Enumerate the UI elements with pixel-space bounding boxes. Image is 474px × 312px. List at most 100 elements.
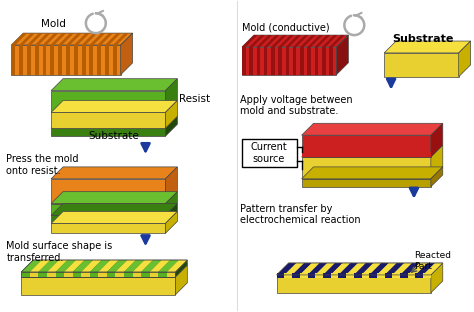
- Polygon shape: [308, 263, 327, 275]
- Polygon shape: [58, 45, 62, 75]
- Polygon shape: [431, 263, 443, 293]
- Text: Pattern transfer by
electrochemical reaction: Pattern transfer by electrochemical reac…: [240, 203, 361, 225]
- Polygon shape: [150, 260, 170, 272]
- Polygon shape: [51, 90, 165, 112]
- Polygon shape: [301, 179, 431, 187]
- Polygon shape: [90, 260, 110, 272]
- Text: Press the mold
onto resist.: Press the mold onto resist.: [6, 154, 79, 176]
- Text: Substrate: Substrate: [89, 131, 139, 141]
- Polygon shape: [105, 33, 121, 45]
- Polygon shape: [300, 263, 319, 275]
- Polygon shape: [124, 260, 145, 272]
- Polygon shape: [90, 33, 105, 45]
- Polygon shape: [141, 260, 162, 272]
- Polygon shape: [165, 212, 177, 233]
- Polygon shape: [242, 47, 337, 75]
- Polygon shape: [369, 263, 389, 275]
- Polygon shape: [81, 260, 102, 272]
- Text: Mold surface shape is
transferred.: Mold surface shape is transferred.: [6, 241, 113, 263]
- Polygon shape: [175, 265, 187, 295]
- Polygon shape: [331, 273, 338, 278]
- Polygon shape: [50, 45, 55, 75]
- Polygon shape: [51, 128, 165, 136]
- Polygon shape: [55, 260, 76, 272]
- Polygon shape: [30, 260, 50, 272]
- Polygon shape: [331, 263, 350, 275]
- Polygon shape: [301, 152, 431, 157]
- Polygon shape: [278, 35, 294, 47]
- Polygon shape: [264, 47, 267, 75]
- Polygon shape: [249, 47, 253, 75]
- Polygon shape: [384, 41, 471, 53]
- Polygon shape: [38, 272, 47, 277]
- Polygon shape: [55, 272, 64, 277]
- Polygon shape: [307, 47, 311, 75]
- Polygon shape: [150, 272, 158, 277]
- Polygon shape: [11, 33, 27, 45]
- Polygon shape: [21, 260, 42, 272]
- Polygon shape: [338, 263, 358, 275]
- Polygon shape: [400, 273, 408, 278]
- Polygon shape: [392, 263, 412, 275]
- Polygon shape: [43, 33, 58, 45]
- Polygon shape: [284, 263, 304, 275]
- Polygon shape: [292, 273, 300, 278]
- Polygon shape: [354, 263, 374, 275]
- Polygon shape: [277, 275, 431, 293]
- Polygon shape: [133, 260, 153, 272]
- Polygon shape: [315, 47, 318, 75]
- Polygon shape: [124, 272, 133, 277]
- Polygon shape: [51, 216, 165, 223]
- Polygon shape: [431, 167, 443, 187]
- Polygon shape: [308, 273, 315, 278]
- Polygon shape: [337, 35, 348, 75]
- Polygon shape: [133, 272, 141, 277]
- Polygon shape: [285, 47, 289, 75]
- Polygon shape: [338, 273, 346, 278]
- Polygon shape: [322, 47, 326, 75]
- Polygon shape: [431, 123, 443, 157]
- Polygon shape: [315, 273, 323, 278]
- Polygon shape: [11, 45, 121, 75]
- Text: Mold (conductive): Mold (conductive): [242, 22, 329, 32]
- Polygon shape: [301, 123, 443, 135]
- Polygon shape: [293, 35, 309, 47]
- Polygon shape: [116, 272, 124, 277]
- Polygon shape: [165, 79, 177, 112]
- Text: Current
source: Current source: [250, 142, 287, 164]
- Text: Resist: Resist: [179, 94, 210, 104]
- Polygon shape: [315, 263, 335, 275]
- Polygon shape: [256, 35, 272, 47]
- Polygon shape: [408, 263, 428, 275]
- Polygon shape: [329, 35, 345, 47]
- Text: Mold: Mold: [41, 19, 66, 29]
- Polygon shape: [284, 273, 292, 278]
- Polygon shape: [300, 35, 316, 47]
- Polygon shape: [98, 272, 107, 277]
- Polygon shape: [66, 45, 70, 75]
- Polygon shape: [175, 260, 187, 277]
- Polygon shape: [301, 167, 443, 179]
- Polygon shape: [90, 45, 93, 75]
- Polygon shape: [165, 116, 177, 136]
- Polygon shape: [51, 212, 177, 223]
- Polygon shape: [107, 260, 128, 272]
- Polygon shape: [116, 260, 136, 272]
- Polygon shape: [51, 116, 177, 128]
- Text: Reacted
Part: Reacted Part: [414, 251, 451, 271]
- Polygon shape: [167, 260, 187, 272]
- Polygon shape: [90, 272, 98, 277]
- Polygon shape: [11, 45, 15, 75]
- Polygon shape: [293, 47, 296, 75]
- Polygon shape: [21, 265, 187, 277]
- Polygon shape: [242, 35, 257, 47]
- Polygon shape: [27, 33, 43, 45]
- Polygon shape: [21, 272, 30, 277]
- Polygon shape: [459, 41, 471, 77]
- Polygon shape: [27, 45, 31, 75]
- Polygon shape: [51, 79, 177, 90]
- Text: Apply voltage between
mold and substrate.: Apply voltage between mold and substrate…: [240, 95, 353, 116]
- Polygon shape: [64, 272, 73, 277]
- Polygon shape: [141, 272, 150, 277]
- Polygon shape: [277, 273, 284, 278]
